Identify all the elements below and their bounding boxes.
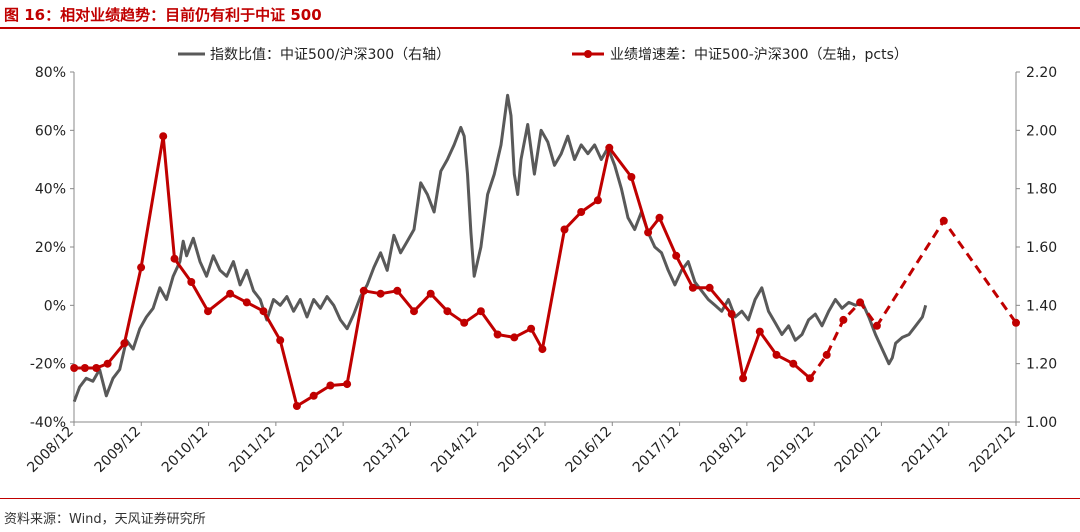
growth-point — [359, 286, 368, 295]
y-right-tick-label: 2.00 — [1026, 123, 1057, 139]
x-tick-label: 2016/12 — [563, 424, 615, 476]
tick-labels: 80% 60% 40% 20% 0% -20% -40% 2.20 2.00 1.80 1.60 1.… — [24, 65, 1057, 476]
growth-point — [376, 289, 385, 298]
growth-point — [137, 263, 146, 272]
y-right-tick-label: 1.20 — [1026, 357, 1057, 373]
growth-point — [655, 213, 664, 222]
growth-point — [120, 339, 129, 348]
line-chart: 80% 60% 40% 20% 0% -20% -40% 2.20 2.00 1.80 1.60 1.… — [24, 47, 1057, 476]
x-tick-label: 2019/12 — [765, 424, 817, 476]
chart-legend: 指数比值：中证500/沪深300（右轴） 业绩增速差：中证500-沪深300（左轴… — [178, 47, 908, 63]
y-right-tick-label: 1.00 — [1026, 415, 1057, 431]
source-note: 资料来源：Wind，天风证券研究所 — [4, 512, 206, 527]
growth-point — [343, 380, 352, 389]
x-tick-label: 2021/12 — [899, 424, 951, 476]
x-tick-label: 2014/12 — [428, 424, 480, 476]
growth-point — [856, 298, 865, 307]
y-left-tick-label: -20% — [30, 357, 66, 373]
series-line-ratio — [72, 93, 928, 403]
growth-point — [605, 143, 614, 152]
source-rule — [0, 498, 1080, 499]
x-tick-label: 2022/12 — [966, 424, 1018, 476]
growth-point — [393, 286, 402, 295]
growth-point — [226, 289, 235, 298]
legend-label-growth: 业绩增速差：中证500-沪深300（左轴，pcts） — [610, 47, 908, 63]
growth-point — [560, 225, 569, 234]
chart-title: 图 16：相对业绩趋势：目前仍有利于中证 500 — [4, 6, 322, 24]
growth-point — [92, 364, 101, 372]
chart-axes — [70, 71, 1020, 426]
growth-point — [460, 318, 469, 327]
growth-point — [739, 374, 748, 383]
y-right-tick-label: 2.20 — [1026, 65, 1057, 81]
growth-point — [259, 307, 268, 316]
chart-series — [70, 93, 1020, 410]
growth-point — [103, 359, 112, 368]
x-tick-label: 2015/12 — [495, 424, 547, 476]
growth-point — [644, 228, 653, 237]
growth-point — [789, 359, 798, 368]
y-left-tick-label: 60% — [35, 123, 66, 139]
growth-point — [493, 330, 502, 339]
growth-point — [426, 289, 435, 298]
y-right-tick-label: 1.80 — [1026, 182, 1057, 198]
legend-marker-growth — [584, 50, 592, 58]
growth-point — [939, 216, 948, 225]
growth-point — [755, 327, 764, 336]
growth-point — [872, 321, 881, 330]
y-left-tick-label: -40% — [30, 415, 66, 431]
growth-point — [527, 324, 536, 333]
y-left-tick-label: 40% — [35, 182, 66, 198]
growth-point — [276, 336, 285, 345]
x-tick-label: 2017/12 — [630, 424, 682, 476]
x-tick-label: 2010/12 — [159, 424, 211, 476]
x-tick-label: 2018/12 — [697, 424, 749, 476]
y-left-tick-label: 20% — [35, 240, 66, 256]
growth-point — [80, 364, 89, 372]
growth-point — [204, 307, 212, 316]
legend-label-ratio: 指数比值：中证500/沪深300（右轴） — [210, 47, 450, 63]
y-right-tick-label: 1.60 — [1026, 240, 1057, 256]
y-left-tick-label: 0% — [44, 298, 66, 314]
growth-point — [326, 381, 335, 390]
x-tick-label: 2008/12 — [24, 424, 76, 476]
growth-point — [476, 307, 485, 316]
growth-point — [822, 350, 831, 359]
x-tick-label: 2009/12 — [92, 424, 144, 476]
growth-point — [727, 310, 736, 319]
x-tick-label: 2020/12 — [832, 424, 884, 476]
growth-point — [688, 283, 697, 292]
x-tick-label: 2011/12 — [226, 424, 278, 476]
x-tick-label: 2013/12 — [361, 424, 413, 476]
growth-point — [70, 364, 79, 372]
growth-point — [292, 402, 301, 410]
growth-point — [170, 254, 179, 263]
growth-point — [672, 251, 681, 260]
growth-point — [839, 315, 848, 324]
title-rule — [0, 27, 1080, 29]
growth-point — [187, 278, 196, 286]
growth-point — [1012, 318, 1020, 327]
growth-point — [242, 298, 251, 307]
growth-point — [806, 374, 814, 383]
growth-point — [443, 307, 452, 316]
growth-point — [410, 307, 418, 316]
growth-point — [510, 333, 519, 342]
growth-point — [538, 345, 547, 354]
growth-point — [772, 350, 781, 359]
growth-point — [593, 196, 602, 205]
growth-point — [159, 132, 168, 141]
growth-point — [627, 173, 636, 181]
y-right-tick-label: 1.40 — [1026, 298, 1057, 314]
x-tick-label: 2012/12 — [294, 424, 346, 476]
y-left-tick-label: 80% — [35, 65, 66, 81]
growth-point — [309, 391, 318, 400]
series-line-growth — [74, 134, 811, 408]
growth-point — [577, 208, 586, 216]
series-line-growth-forecast — [808, 218, 1018, 380]
growth-point — [705, 283, 714, 292]
